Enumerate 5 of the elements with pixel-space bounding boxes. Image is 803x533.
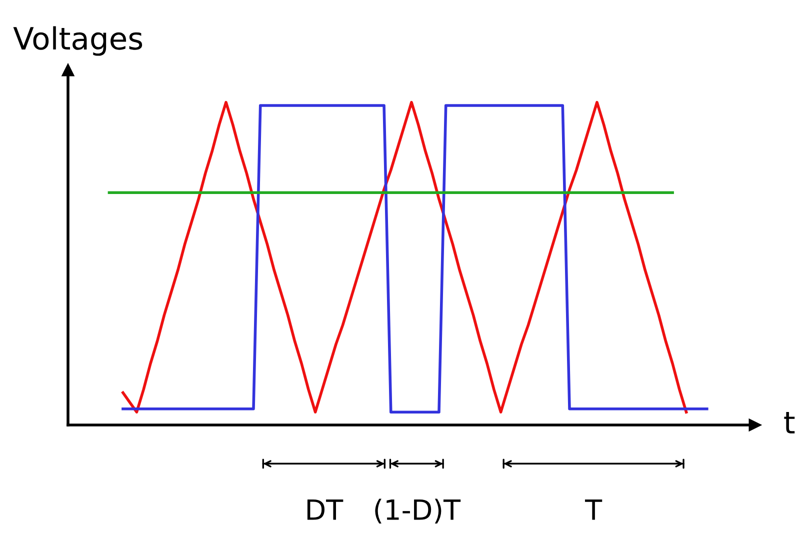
text: T	[584, 500, 602, 520]
y-axis-title: Voltages	[13, 26, 142, 56]
text: DT	[307, 500, 344, 520]
x-axis-title: t	[784, 412, 795, 434]
text: (1-D)T	[375, 498, 461, 524]
